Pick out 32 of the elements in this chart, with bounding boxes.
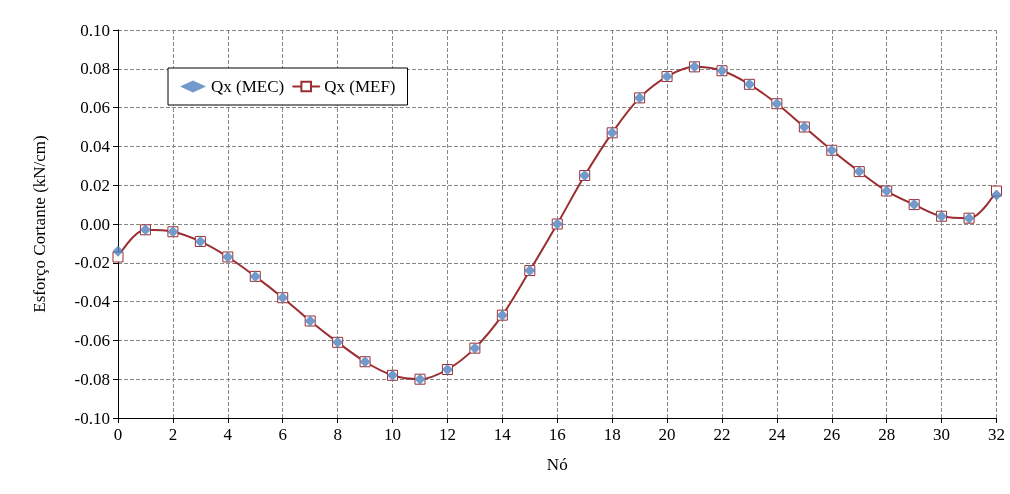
y-tick-label: -0.02	[74, 253, 110, 273]
y-tick-label: 0.06	[80, 98, 110, 118]
x-axis-title: Nó	[546, 455, 568, 474]
x-tick-label: 32	[988, 425, 1005, 444]
y-tick-label: 0.04	[80, 136, 111, 156]
y-tick-label: 0.10	[80, 20, 110, 40]
x-tick-label: 6	[278, 425, 287, 444]
x-tick-label: 30	[933, 425, 951, 444]
x-tick-label: 12	[438, 425, 456, 444]
y-tick-label: 0.00	[80, 214, 110, 234]
x-tick-label: 14	[493, 425, 512, 444]
x-tick-label: 28	[878, 425, 896, 444]
x-tick-label: 0	[113, 425, 123, 444]
y-tick-label: 0.02	[80, 175, 110, 195]
x-tick-label: 2	[168, 425, 178, 444]
x-tick-label: 16	[548, 425, 566, 444]
y-tick-label: 0.08	[80, 59, 110, 79]
y-tick-label: -0.06	[74, 330, 110, 350]
legend-label: Qx (MEF)	[324, 77, 396, 96]
x-tick-label: 4	[223, 425, 233, 444]
y-tick-label: -0.10	[74, 408, 110, 428]
x-tick-label: 8	[333, 425, 342, 444]
y-tick-label: -0.04	[74, 292, 111, 312]
x-tick-label: 22	[713, 425, 731, 444]
legend-label: Qx (MEC)	[211, 77, 285, 96]
x-tick-label: 20	[658, 425, 676, 444]
x-tick-label: 24	[768, 425, 786, 444]
y-tick-label: -0.08	[74, 369, 110, 389]
y-axis-title: Esforço Cortante (kN/cm)	[30, 135, 49, 313]
x-tick-label: 10	[384, 425, 402, 444]
x-tick-label: 26	[823, 425, 841, 444]
x-tick-label: 18	[603, 425, 621, 444]
